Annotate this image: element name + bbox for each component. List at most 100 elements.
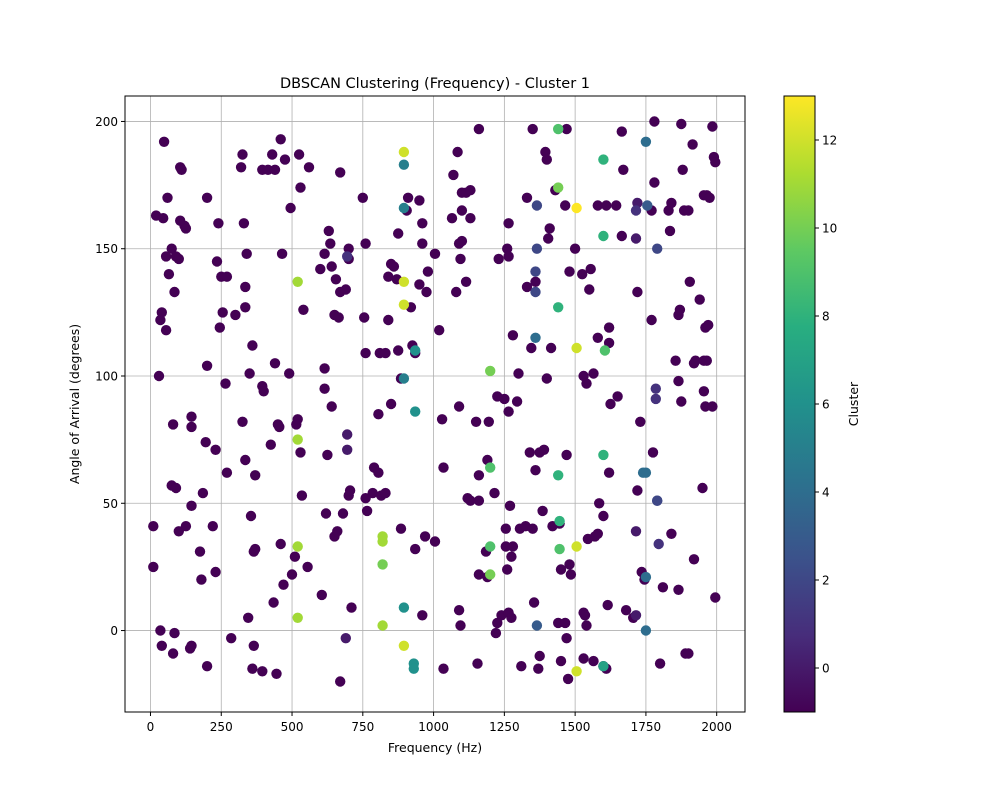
data-point: [160, 251, 172, 262]
data-point: [221, 467, 233, 478]
data-point: [710, 592, 721, 603]
data-point: [210, 566, 221, 578]
data-point: [337, 508, 349, 519]
data-point: [417, 610, 428, 621]
data-point: [676, 118, 687, 130]
data-point: [383, 314, 394, 326]
data-point: [377, 620, 388, 631]
data-point: [455, 620, 466, 631]
data-point: [163, 269, 175, 280]
data-point: [210, 444, 221, 455]
data-point: [235, 162, 247, 173]
data-point: [194, 546, 206, 557]
data-point: [240, 454, 251, 466]
data-point: [278, 579, 289, 590]
x-tick-label: 250: [210, 720, 233, 734]
data-point: [581, 620, 592, 631]
data-point: [632, 485, 643, 496]
data-point: [673, 584, 684, 595]
data-point: [220, 378, 231, 389]
data-point: [269, 358, 281, 369]
data-point: [257, 666, 268, 677]
data-point: [160, 325, 172, 336]
data-point: [530, 465, 541, 476]
data-point: [554, 543, 565, 555]
data-point: [489, 487, 500, 499]
data-point: [473, 470, 485, 481]
data-point: [687, 139, 698, 150]
data-point: [690, 355, 701, 366]
data-point: [521, 281, 533, 293]
data-point: [698, 386, 710, 397]
data-point: [571, 541, 582, 552]
data-point: [521, 192, 533, 203]
data-point: [592, 200, 603, 211]
data-point: [592, 528, 603, 539]
data-point: [214, 322, 225, 333]
data-point: [527, 123, 538, 135]
data-point: [499, 393, 510, 405]
data-point: [326, 261, 337, 272]
data-point: [531, 620, 543, 631]
data-point: [342, 429, 353, 440]
data-point: [493, 253, 504, 265]
colorbar-gradient: [783, 95, 816, 713]
x-tick-label: 1750: [631, 720, 662, 734]
data-point: [581, 378, 592, 389]
data-point: [361, 505, 373, 517]
data-point: [579, 610, 591, 621]
data-point: [553, 302, 564, 313]
data-point: [279, 154, 291, 165]
data-point: [490, 627, 502, 639]
data-point: [513, 368, 524, 379]
data-point: [402, 192, 414, 203]
data-point: [296, 490, 308, 501]
x-axis-ticks: 0 250 500 750 1000 1250 1500 1750 2000: [147, 712, 732, 734]
data-point: [630, 205, 642, 216]
grid: [125, 96, 745, 712]
data-point: [393, 228, 404, 239]
data-point: [335, 167, 346, 178]
data-point: [465, 495, 476, 506]
data-point: [577, 269, 588, 280]
x-axis-label: Frequency (Hz): [388, 740, 482, 755]
data-point: [398, 202, 410, 214]
data-point: [453, 401, 465, 412]
data-point: [360, 347, 371, 359]
data-point: [429, 536, 441, 547]
data-point: [438, 462, 449, 473]
data-point: [213, 218, 224, 229]
data-point: [485, 569, 496, 580]
data-point: [417, 218, 428, 229]
data-point: [632, 286, 643, 298]
data-point: [545, 342, 557, 354]
data-point: [398, 299, 410, 310]
data-point: [502, 564, 513, 575]
data-point: [276, 248, 288, 259]
data-point: [377, 536, 388, 547]
data-point: [153, 370, 165, 382]
data-point: [438, 663, 449, 674]
y-tick-label: 200: [95, 115, 118, 129]
data-point: [653, 538, 664, 550]
data-point: [571, 342, 582, 354]
data-point: [322, 449, 333, 461]
data-point: [398, 159, 410, 170]
data-point: [272, 419, 284, 430]
plot-frame: [124, 95, 746, 713]
data-point: [650, 393, 661, 405]
data-point: [472, 658, 483, 669]
data-point: [620, 605, 632, 616]
data-point: [180, 223, 192, 234]
data-point: [666, 528, 677, 539]
colorbar-label: Cluster: [846, 381, 861, 426]
data-point: [247, 340, 258, 351]
data-point: [554, 515, 565, 527]
data-point: [275, 538, 286, 550]
data-point: [453, 605, 465, 616]
data-point: [506, 551, 517, 562]
data-point: [175, 215, 186, 226]
data-point: [265, 439, 276, 450]
data-point: [319, 383, 330, 394]
data-point: [422, 266, 434, 277]
